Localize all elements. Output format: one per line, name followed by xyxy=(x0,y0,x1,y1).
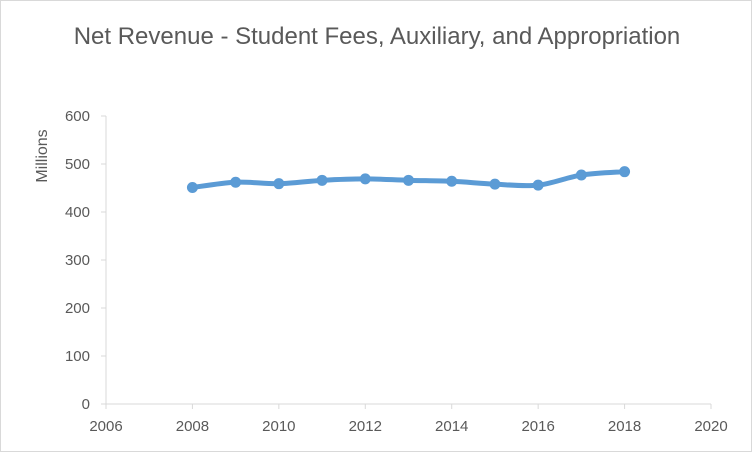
data-point xyxy=(619,166,631,178)
x-tick-label: 2006 xyxy=(89,418,122,435)
data-point xyxy=(186,182,198,194)
x-tick-label: 2012 xyxy=(349,418,382,435)
y-tick-label: 0 xyxy=(82,396,90,413)
x-tick-label: 2008 xyxy=(176,418,209,435)
chart-title: Net Revenue - Student Fees, Auxiliary, a… xyxy=(73,23,681,50)
data-point xyxy=(575,169,587,181)
y-tick-label: 200 xyxy=(65,300,90,317)
y-tick-label: 600 xyxy=(65,108,90,125)
x-tick-label: 2020 xyxy=(694,418,727,435)
x-tick-label: 2018 xyxy=(608,418,641,435)
y-tick-label: 400 xyxy=(65,204,90,221)
x-tick-label: 2014 xyxy=(435,418,468,435)
data-point xyxy=(446,175,458,187)
data-point xyxy=(489,178,501,190)
y-tick-label: 300 xyxy=(65,252,90,269)
y-tick-label: 500 xyxy=(65,156,90,173)
data-point xyxy=(403,174,414,186)
data-point xyxy=(359,173,371,185)
data-point xyxy=(316,174,328,186)
y-tick-label: 100 xyxy=(65,348,90,365)
x-tick-label: 2010 xyxy=(262,418,295,435)
data-point xyxy=(273,178,285,190)
data-point xyxy=(230,176,242,188)
x-tick-label: 2016 xyxy=(521,418,554,435)
data-point xyxy=(532,179,544,191)
